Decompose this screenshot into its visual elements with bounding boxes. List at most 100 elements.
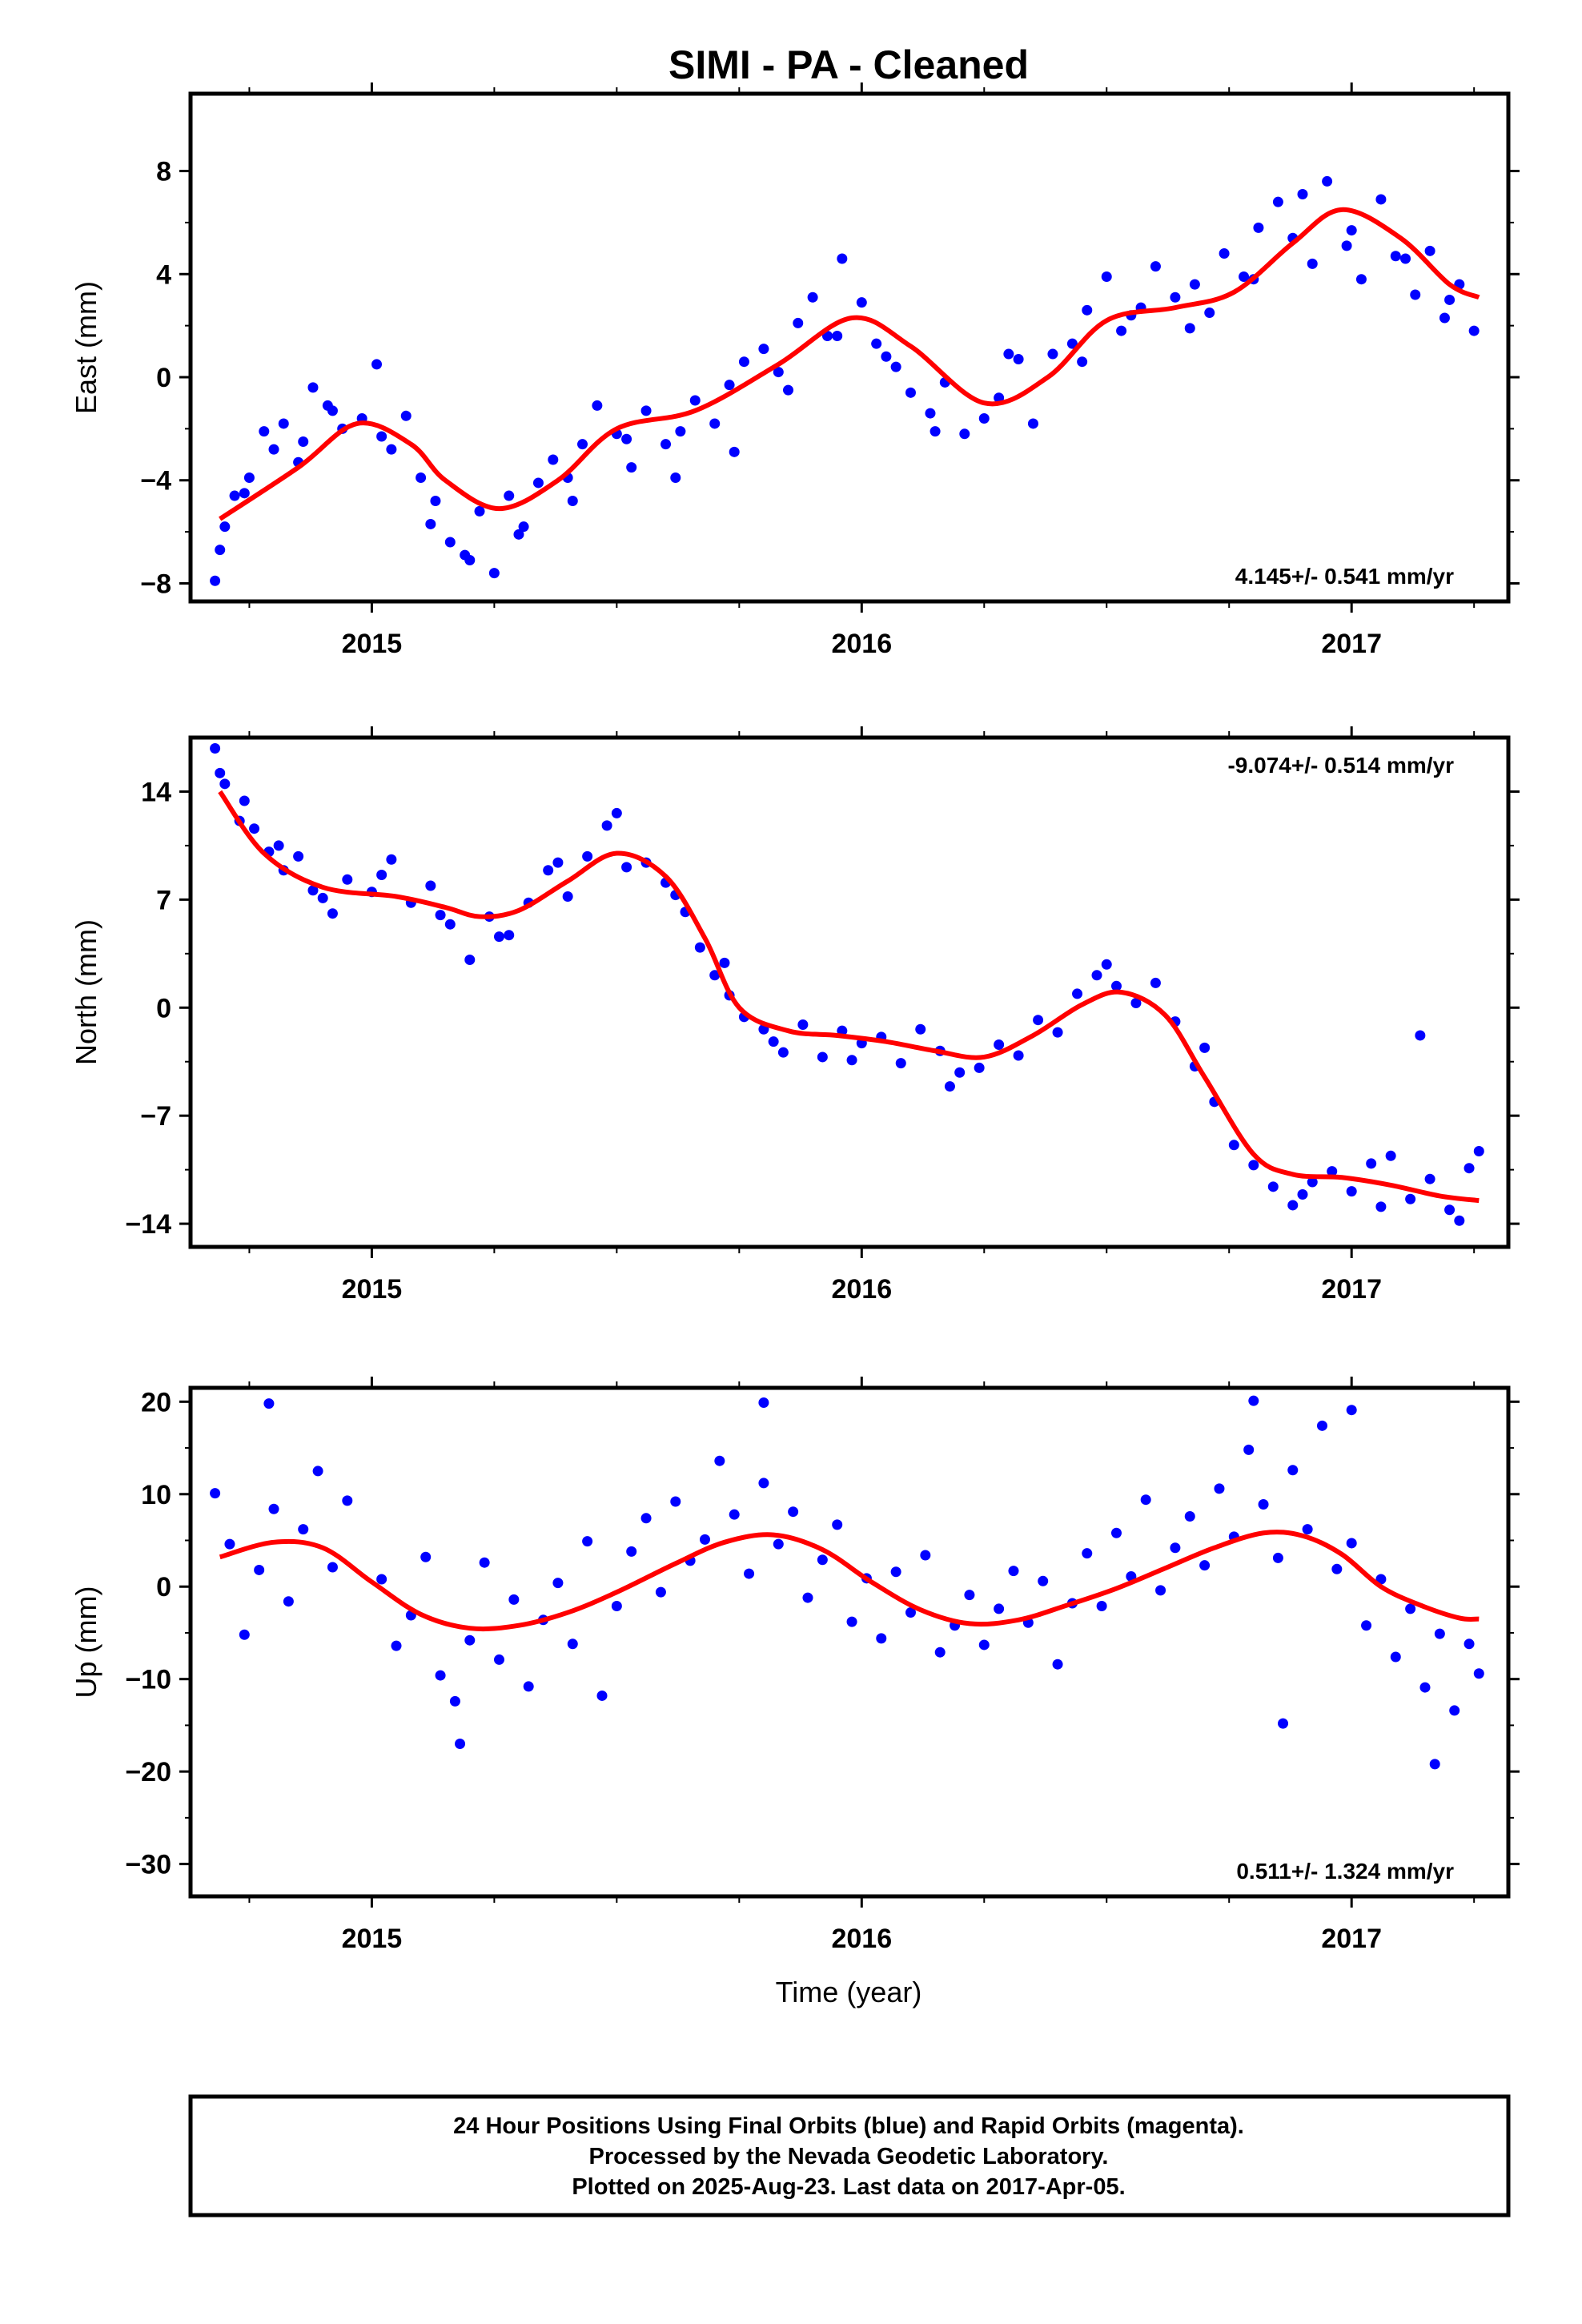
east-rate-label: 4.145+/- 0.541 mm/yr	[1235, 564, 1454, 589]
up-data-point	[920, 1550, 931, 1561]
north-data-point	[249, 823, 260, 834]
north-data-point	[552, 857, 564, 868]
up-data-point	[1052, 1659, 1063, 1670]
up-data-point	[611, 1600, 622, 1611]
east-data-point	[1322, 175, 1333, 187]
up-x-tick-label: 2017	[1321, 1924, 1382, 1954]
east-data-point	[1066, 338, 1078, 349]
north-data-point	[1199, 1042, 1211, 1053]
north-data-point	[709, 970, 721, 981]
east-data-point	[1272, 196, 1283, 207]
east-data-point	[783, 384, 794, 396]
up-data-point	[224, 1538, 235, 1550]
east-data-point	[1410, 289, 1421, 300]
up-data-point	[1096, 1600, 1107, 1611]
east-data-point	[532, 477, 544, 489]
east-data-point	[464, 555, 476, 566]
east-data-point	[1468, 325, 1480, 336]
east-data-point	[724, 380, 735, 391]
east-data-point	[1082, 304, 1093, 316]
east-data-point	[1189, 279, 1200, 290]
up-data-point	[876, 1633, 887, 1644]
up-data-point	[1287, 1465, 1299, 1476]
east-data-point	[327, 405, 338, 416]
north-data-point	[944, 1081, 955, 1092]
east-data-point	[675, 426, 686, 437]
east-data-point	[239, 488, 250, 499]
north-data-point	[1091, 970, 1102, 981]
north-data-point	[386, 854, 397, 865]
north-data-point	[1454, 1215, 1465, 1226]
east-data-point	[978, 413, 990, 424]
up-data-point	[1346, 1538, 1357, 1549]
east-data-point	[1116, 325, 1127, 336]
north-data-point	[376, 870, 387, 881]
east-data-point	[1375, 194, 1387, 205]
east-data-point	[229, 490, 240, 501]
east-data-point	[278, 418, 289, 429]
up-data-point	[254, 1564, 265, 1575]
north-data-point	[1307, 1176, 1318, 1188]
up-data-point	[1449, 1705, 1460, 1716]
north-data-point	[1033, 1015, 1044, 1026]
north-data-point	[1444, 1204, 1456, 1216]
up-data-point	[1170, 1542, 1181, 1554]
east-data-point	[1047, 348, 1058, 360]
up-y-tick-label: −30	[125, 1850, 171, 1880]
up-x-tick-label: 2016	[831, 1924, 892, 1954]
east-panel: −8 −4 0 4 8 2015 2016 2017 East (mm) 4.145+/- 0.5…	[70, 82, 1520, 659]
north-data-point	[621, 862, 632, 873]
up-data-point	[268, 1503, 279, 1514]
east-data-point	[1390, 251, 1401, 262]
north-y-tick-label: −7	[140, 1101, 171, 1132]
up-data-point	[758, 1478, 769, 1489]
north-data-point	[464, 955, 476, 966]
footer-frame	[188, 2094, 1511, 2217]
east-data-point	[640, 405, 652, 416]
up-y-tick-label: 20	[141, 1387, 171, 1417]
up-data-point	[1214, 1483, 1225, 1494]
east-data-point	[548, 454, 559, 465]
north-data-point	[444, 919, 456, 930]
up-data-point	[714, 1455, 725, 1466]
north-data-point	[611, 807, 622, 818]
up-data-point	[729, 1509, 740, 1520]
up-y-tick-label: −20	[125, 1757, 171, 1787]
up-data-point	[391, 1640, 402, 1651]
up-data-point	[640, 1513, 652, 1524]
up-data-point	[934, 1647, 946, 1658]
up-data-point	[1390, 1651, 1401, 1663]
east-data-point	[430, 495, 441, 506]
north-data-point	[1130, 997, 1142, 1008]
up-data-point	[493, 1654, 504, 1665]
up-data-point	[832, 1519, 843, 1530]
east-data-point	[1355, 274, 1367, 285]
up-data-point	[758, 1397, 769, 1408]
east-y-tick-label: −4	[140, 466, 171, 497]
up-data-point	[1429, 1759, 1440, 1770]
east-data-point	[416, 472, 427, 484]
north-data-point	[1424, 1173, 1435, 1184]
north-data-point	[1297, 1188, 1308, 1200]
north-data-point	[273, 840, 284, 851]
north-data-point	[1013, 1050, 1024, 1061]
north-data-point	[994, 1039, 1005, 1051]
north-x-tick-label: 2016	[831, 1274, 892, 1305]
north-points	[210, 742, 1484, 1226]
up-data-point	[802, 1592, 813, 1603]
up-data-point	[1082, 1548, 1093, 1559]
up-data-point	[596, 1690, 608, 1701]
north-data-point	[895, 1058, 906, 1069]
north-data-point	[954, 1067, 966, 1078]
up-data-point	[1434, 1628, 1445, 1639]
north-data-point	[239, 795, 250, 806]
north-data-point	[1473, 1146, 1484, 1157]
up-data-point	[788, 1506, 799, 1518]
north-data-point	[293, 850, 304, 862]
up-data-point	[1316, 1420, 1327, 1431]
up-points	[210, 1395, 1484, 1770]
east-data-point	[210, 575, 221, 586]
up-data-point	[1331, 1563, 1343, 1574]
up-data-point	[210, 1488, 221, 1499]
north-data-point	[797, 1019, 809, 1030]
